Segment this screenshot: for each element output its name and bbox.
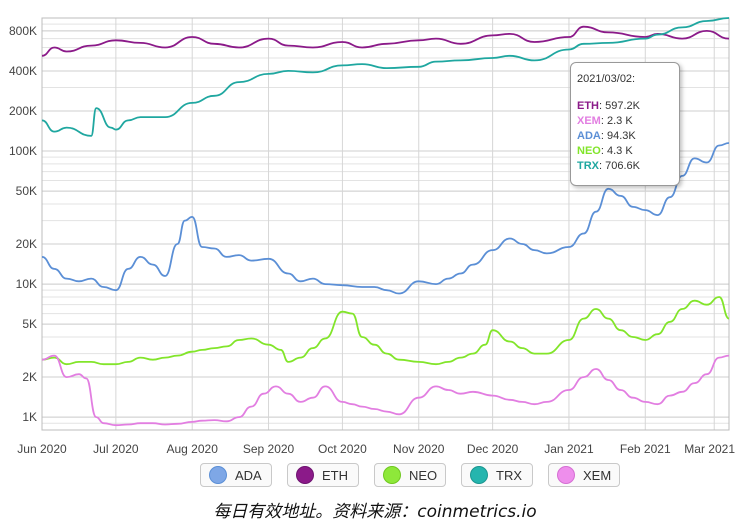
series-line-xem xyxy=(41,354,730,427)
tooltip-key: ADA xyxy=(577,130,601,142)
y-tick-label: 400K xyxy=(9,64,37,78)
legend-label: ADA xyxy=(235,467,262,483)
x-tick-label: Aug 2020 xyxy=(167,442,219,456)
y-axis-ticks: 1K 2K 5K 10K 20K 50K 100K 200K 400K 800K xyxy=(9,24,37,424)
legend-item-xem[interactable]: XEM xyxy=(548,463,620,487)
y-tick-label: 20K xyxy=(16,237,37,251)
tooltip-row-xem: XEM: 2.3 K xyxy=(577,115,633,127)
y-tick-label: 5K xyxy=(22,317,37,331)
legend-label: ETH xyxy=(322,467,348,483)
series-line-trx xyxy=(41,17,730,137)
x-tick-label: Mar 2021 xyxy=(684,442,735,456)
legend-swatch xyxy=(557,466,575,484)
series-lines xyxy=(41,17,730,427)
x-tick-label: Nov 2020 xyxy=(393,442,445,456)
tooltip-value: 597.2K xyxy=(605,100,640,112)
legend-label: XEM xyxy=(583,467,612,483)
tooltip-key: XEM xyxy=(577,115,601,127)
legend-swatch xyxy=(470,466,488,484)
y-tick-label: 100K xyxy=(9,144,37,158)
legend-swatch xyxy=(209,466,227,484)
tooltip-key: ETH xyxy=(577,100,599,112)
chart-legend: ADA ETH NEO TRX XEM xyxy=(200,463,620,487)
plot-frame xyxy=(41,17,730,431)
tooltip-value: 4.3 K xyxy=(606,145,633,157)
tooltip-value: 2.3 K xyxy=(606,115,633,127)
tooltip-value: 706.6K xyxy=(605,160,640,172)
y-tick-label: 2K xyxy=(22,370,37,384)
tooltip-key: NEO xyxy=(577,145,601,157)
legend-item-eth[interactable]: ETH xyxy=(287,463,359,487)
x-tick-label: Jun 2020 xyxy=(17,442,67,456)
legend-label: NEO xyxy=(409,467,438,483)
tooltip-key: TRX xyxy=(577,160,599,172)
y-tick-label: 10K xyxy=(16,277,37,291)
y-tick-label: 800K xyxy=(9,24,37,38)
series-line-ada xyxy=(41,142,730,295)
y-tick-label: 200K xyxy=(9,104,37,118)
tooltip-value: 94.3K xyxy=(606,130,636,142)
legend-label: TRX xyxy=(496,467,522,483)
x-tick-label: Jan 2021 xyxy=(544,442,594,456)
hover-tooltip: 2021/03/02: ETH: 597.2K XEM: 2.3 K ADA: … xyxy=(570,62,680,186)
tooltip-row-ada: ADA: 94.3K xyxy=(577,130,636,142)
tooltip-date: 2021/03/02: xyxy=(577,73,636,85)
legend-swatch xyxy=(383,466,401,484)
tooltip-row-trx: TRX: 706.6K xyxy=(577,160,640,172)
series-line-eth xyxy=(41,25,730,57)
series-line-neo xyxy=(41,296,730,366)
tooltip-row-eth: ETH: 597.2K xyxy=(577,100,640,112)
x-tick-label: Feb 2021 xyxy=(620,442,671,456)
source-caption: 每日有效地址。资料来源：coinmetrics.io xyxy=(213,502,537,522)
x-tick-label: Sep 2020 xyxy=(243,442,295,456)
legend-item-trx[interactable]: TRX xyxy=(461,463,533,487)
tooltip-row-neo: NEO: 4.3 K xyxy=(577,145,633,157)
x-axis-ticks: Jun 2020 Jul 2020 Aug 2020 Sep 2020 Oct 2020… xyxy=(17,442,735,456)
legend-item-neo[interactable]: NEO xyxy=(374,463,446,487)
y-tick-label: 1K xyxy=(22,410,37,424)
legend-item-ada[interactable]: ADA xyxy=(200,463,272,487)
x-tick-label: Jul 2020 xyxy=(93,442,139,456)
legend-swatch xyxy=(296,466,314,484)
y-tick-label: 50K xyxy=(16,184,37,198)
x-tick-label: Dec 2020 xyxy=(467,442,519,456)
x-tick-label: Oct 2020 xyxy=(318,442,367,456)
